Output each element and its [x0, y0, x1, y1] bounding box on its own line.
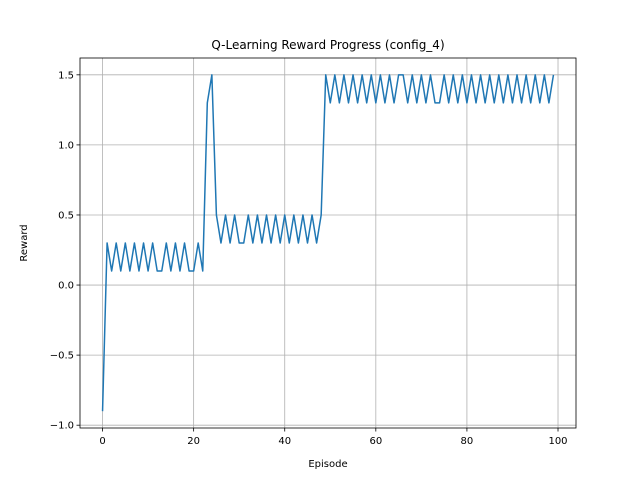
x-tick-label: 20 [187, 436, 200, 447]
axis-ticks: 0 20 40 60 80 100 −1.0 −0.5 0.0 0.5 1.0 1.5 [50, 70, 568, 447]
reward-series-line [101, 74, 555, 412]
grid-lines [80, 58, 576, 428]
y-axis-label: Reward [19, 224, 30, 261]
x-tick-label: 40 [278, 436, 291, 447]
y-tick-label: 0.5 [58, 210, 74, 221]
y-tick-label: 0.0 [58, 281, 74, 292]
x-tick-label: 80 [461, 436, 474, 447]
x-tick-label: 100 [548, 436, 567, 447]
x-axis-label: Episode [308, 459, 347, 470]
y-tick-label: 1.0 [58, 140, 74, 151]
x-tick-label: 0 [99, 436, 105, 447]
y-tick-label: −1.0 [50, 421, 74, 432]
plot-area-frame [79, 57, 577, 429]
y-tick-label: −0.5 [50, 351, 74, 362]
chart-title: Q-Learning Reward Progress (config_4) [211, 38, 444, 52]
y-tick-label: 1.5 [58, 70, 74, 81]
x-tick-label: 60 [369, 436, 382, 447]
